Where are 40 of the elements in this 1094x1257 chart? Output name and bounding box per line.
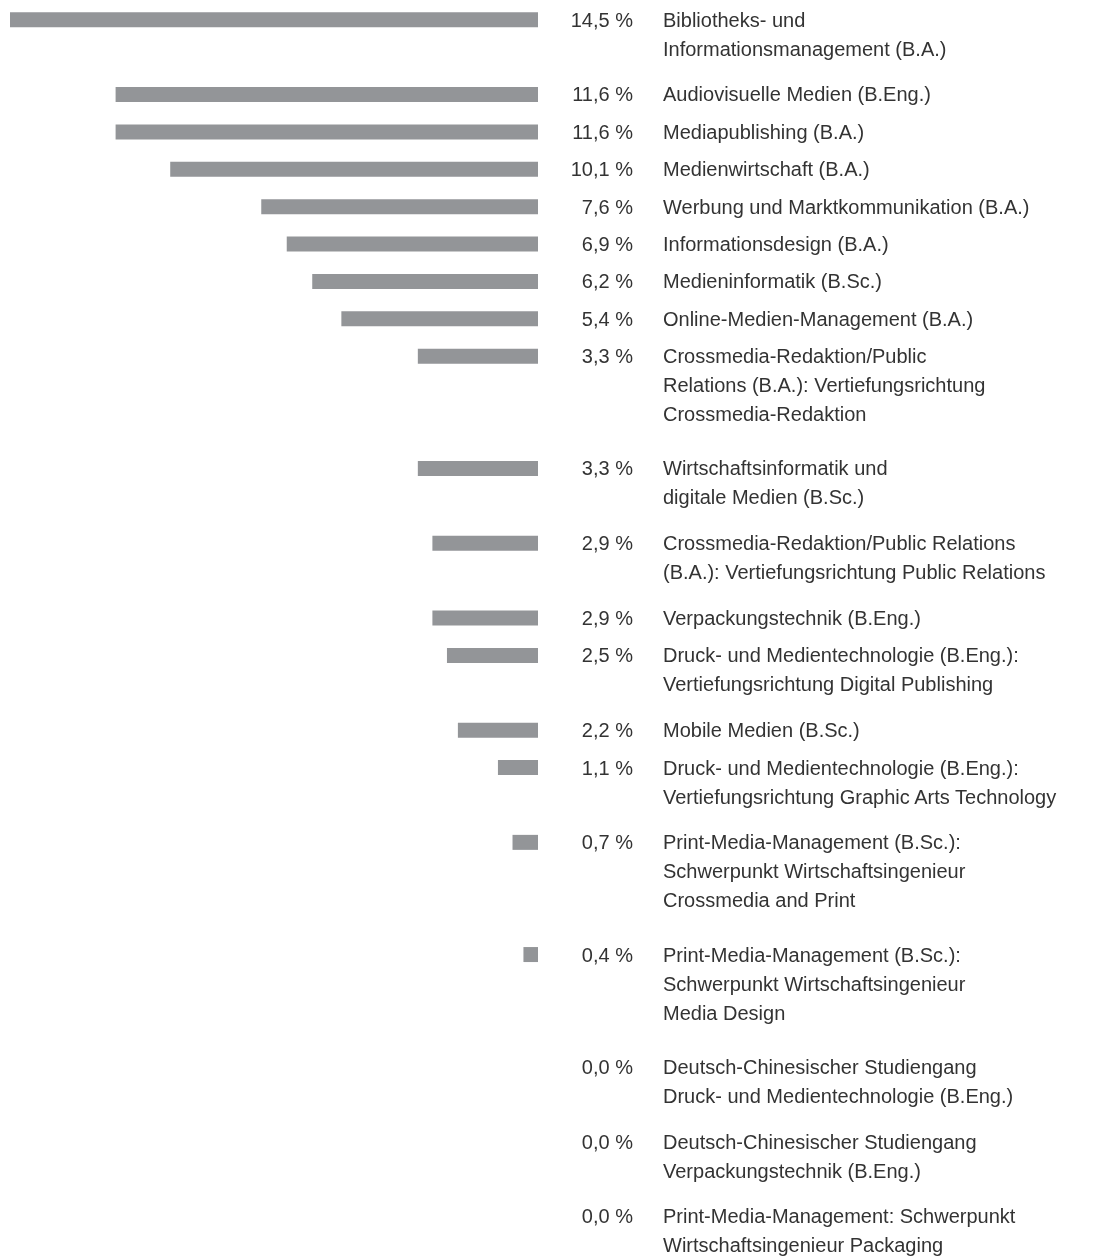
data-label: 11,6 % (572, 120, 634, 143)
y-tick-label: Verpackungstechnik (B.Eng.) (663, 607, 921, 629)
y-tick-label: Crossmedia-Redaktion/Public Relations (B.A.): Vertiefungsrichtung Crossmedia-Redaktion (663, 345, 986, 426)
data-label: 0,7 % (581, 831, 634, 854)
y-tick-label: Druck- und Medientechnologie (B.Eng.): Vertiefungsrichtung Graphic Arts Technology (663, 756, 1057, 808)
data-label: 11,6 % (572, 83, 634, 106)
y-tick-label: Bibliotheks- und Informationsmanagement (B.A.) (663, 8, 947, 60)
data-label: 0,4 % (581, 943, 634, 966)
y-tick-label: Mobile Medien (B.Sc.) (663, 719, 860, 742)
y-tick-label: Wirtschaftsinformatik und digitale Medien (B.Sc.) (663, 457, 888, 509)
y-tick-label: Print-Media-Management: Schwerpunkt Wirtschaftsingenieur Packaging (663, 1205, 1016, 1257)
data-label: 3,3 % (581, 345, 634, 368)
y-tick-label: Deutsch-Chinesischer Studiengang Druck- und Medientechnologie (B.Eng.) (663, 1055, 1014, 1107)
y-tick-label: Online-Medien-Management (B.A.) (663, 307, 974, 330)
y-tick-label: Medienwirtschaft (B.A.) (663, 158, 870, 181)
data-label: 2,2 % (581, 719, 634, 742)
data-label: 5,4 % (581, 307, 634, 330)
data-label: 6,9 % (581, 233, 634, 256)
data-label: 10,1 % (570, 158, 634, 181)
y-tick-label: Mediapublishing (B.A.) (663, 120, 865, 143)
data-label: 0,0 % (581, 1205, 634, 1228)
y-tick-label: Print-Media-Management (B.Sc.): Schwerpunkt Wirtschaftsingenieur Media Design (663, 943, 966, 1024)
data-label: 3,3 % (581, 457, 634, 480)
data-label: 2,5 % (581, 644, 634, 667)
data-label: 2,9 % (581, 607, 634, 629)
y-tick-label: Audiovisuelle Medien (B.Eng.) (663, 83, 931, 106)
data-label: 0,0 % (581, 1130, 634, 1153)
y-tick-label: Print-Media-Management (B.Sc.): Schwerpunkt Wirtschaftsingenieur Crossmedia and Print (663, 831, 966, 912)
data-label: 14,5 % (570, 8, 634, 31)
y-tick-label: Crossmedia-Redaktion/Public Relations (B.A.): Vertiefungsrichtung Public Relations (663, 532, 1046, 584)
data-label: 1,1 % (581, 756, 634, 779)
y-tick-label: Medieninformatik (B.Sc.) (663, 270, 882, 293)
data-label: 0,0 % (581, 1055, 634, 1078)
data-label: 6,2 % (581, 270, 634, 293)
y-tick-label: Druck- und Medientechnologie (B.Eng.): Vertiefungsrichtung Digital Publishing (663, 644, 1019, 696)
y-tick-label: Deutsch-Chinesischer Studiengang Verpackungstechnik (B.Eng.) (663, 1130, 977, 1182)
data-label: 7,6 % (581, 195, 634, 218)
y-tick-label: Werbung und Marktkommunikation (B.A.) (663, 195, 1030, 218)
data-label: 2,9 % (581, 532, 634, 555)
y-tick-label: Informationsdesign (B.A.) (663, 233, 889, 256)
